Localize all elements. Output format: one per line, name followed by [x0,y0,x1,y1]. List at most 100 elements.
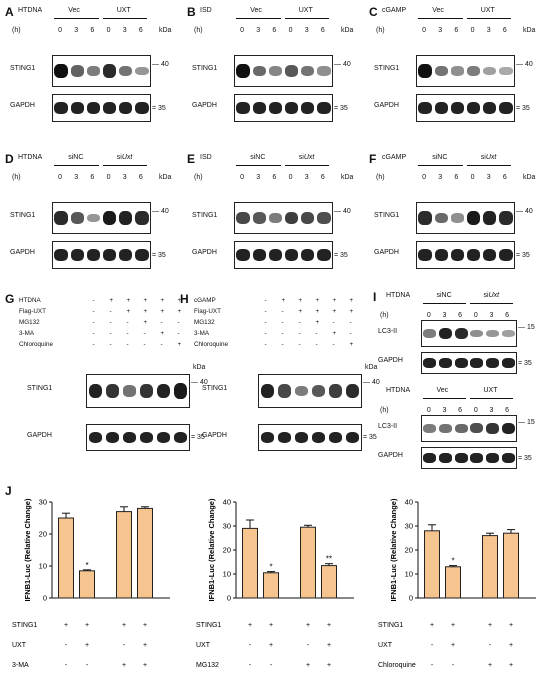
protein-band [301,211,315,225]
time-unit: (h) [194,174,203,181]
group-underline [470,398,513,399]
condition-sign: - [143,341,146,348]
treatment-label: cGAMP [382,7,407,14]
group-underline [284,165,329,166]
row-label: GAPDH [10,102,35,109]
y-tick-label: 40 [223,498,231,507]
row-label: STING1 [192,212,218,219]
condition-label: Flag-UXT [19,308,46,315]
protein-band [268,213,283,223]
mw-marker: = 35 [152,105,166,112]
time-point: 6 [454,174,459,181]
protein-band [470,329,484,338]
group-underline [423,303,466,304]
y-tick-label: 0 [227,594,231,603]
group-underline [418,18,463,19]
condition-sign: - [109,308,112,315]
condition-label: Flag-UXT [194,308,221,315]
condition-sign: + [332,330,337,337]
condition-label: MG132 [196,662,219,669]
protein-band [156,431,171,444]
protein-band [301,65,315,77]
protein-band [499,211,513,225]
protein-band [434,65,448,77]
group-label: siUxt [480,154,497,161]
time-unit: (h) [12,27,21,34]
protein-band [317,211,331,224]
condition-sign: + [315,319,320,326]
condition-sign: - [92,319,95,326]
kda-label: kDa [341,174,354,181]
time-point: 3 [122,174,127,181]
protein-band [135,248,149,262]
condition-sign: - [349,319,352,326]
bar [58,517,74,599]
condition-label: STING1 [12,622,37,629]
blot-sting1 [416,55,515,87]
protein-band [70,248,84,262]
protein-band [328,431,343,444]
y-tick-label: 30 [39,498,47,507]
bar-chart: IFNB1-Luc (Relative Change) 010203040***S… [196,498,354,669]
condition-sign: - [126,330,129,337]
row-label: LC3-II [378,422,398,430]
condition-sign: + [143,622,147,629]
condition-sign: + [488,622,492,629]
mw-marker: — 15 [518,323,535,331]
condition-sign: + [109,297,114,304]
time-point: 3 [489,312,494,319]
condition-sign: - [109,319,112,326]
protein-band [450,248,465,262]
mw-marker: — 15 [518,418,535,426]
protein-band [102,64,117,78]
treatment-label: ISD [200,154,212,161]
protein-band [499,248,513,262]
mw-marker: = 35 [363,434,377,441]
group-label: siUxt [483,292,500,299]
condition-sign: - [298,330,301,337]
group-underline [284,18,329,19]
protein-band [439,358,452,368]
mw-marker: — 40 [152,208,169,215]
condition-label: HTDNA [19,297,41,304]
y-tick-label: 0 [409,594,413,603]
protein-band [284,101,299,115]
condition-sign: - [123,642,126,649]
time-point: 3 [438,27,443,34]
time-point: 0 [426,312,431,319]
protein-band [139,431,154,444]
condition-sign: + [327,642,331,649]
row-label: GAPDH [192,102,217,109]
condition-sign: - [126,319,129,326]
bar-chart: IFNB1-Luc (Relative Change) 0 10 20 30 40 * STI… [378,498,536,669]
blot-lc3-ii [421,320,517,347]
condition-sign: - [264,319,267,326]
time-point: 6 [320,27,325,34]
time-point: 0 [473,312,478,319]
time-point: 6 [502,174,507,181]
protein-band [501,358,515,368]
kda-label: kDa [523,174,536,181]
time-point: 0 [58,174,62,181]
group-underline [418,165,463,166]
y-tick-label: 20 [223,546,231,555]
condition-sign: - [65,662,68,669]
protein-band [294,431,309,444]
condition-sign: - [431,642,434,649]
time-point: 3 [304,27,309,34]
time-unit: (h) [12,174,21,181]
condition-sign: + [248,622,252,629]
condition-sign: - [315,330,318,337]
condition-sign: + [160,330,165,337]
protein-band [252,212,266,224]
blot-gapdh [86,424,190,451]
protein-band [54,211,68,225]
condition-sign: + [298,297,303,304]
protein-band [139,383,154,399]
treatment-label: ISD [200,7,212,14]
panel-label: C [369,5,378,19]
time-point: 0 [106,27,111,34]
condition-sign: - [281,319,284,326]
protein-band [423,358,437,368]
condition-sign: - [249,642,252,649]
